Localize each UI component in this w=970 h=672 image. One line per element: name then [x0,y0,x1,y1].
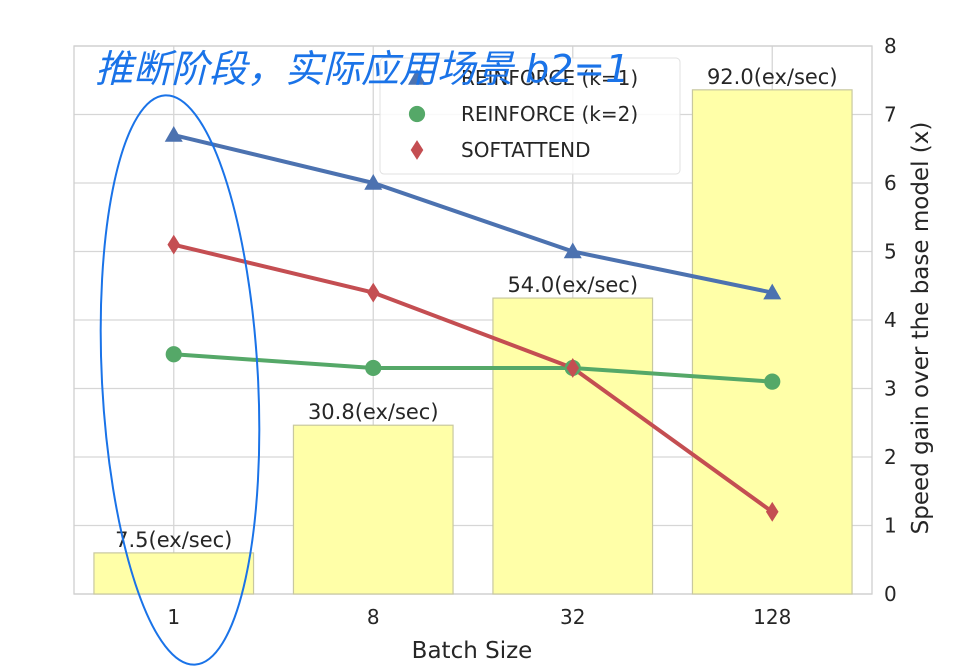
marker-diamond [366,282,380,303]
legend-box [379,57,681,175]
y-tick-label: 1 [884,514,897,538]
y-tick-label: 0 [884,582,897,606]
legend-entry-label: REINFORCE (k=1) [461,66,638,90]
bar [292,424,454,595]
y-tick-label: 7 [884,103,897,127]
legend-entry-label: REINFORCE (k=2) [461,102,638,126]
marker-triangle [364,174,383,190]
bar-value-label: 30.8(ex/sec) [308,400,439,424]
marker-triangle [408,69,426,85]
legend-entry-label: SOFTATTEND [461,138,590,162]
legend: REINFORCE (k=1) REINFORCE (k=2) SOFTATTEND [379,57,681,175]
series-line [173,242,774,514]
marker-circle [764,373,781,390]
x-tick-labels: 1 8 32 128 [167,605,791,629]
x-tick-label: 1 [167,605,180,629]
series-markers [164,126,782,522]
marker-triangle [164,126,183,142]
bar [93,552,255,595]
y-tick-label: 5 [884,240,897,264]
annotation-text: 推断阶段，实际应用场景 b2=1 [95,47,629,91]
bar [492,297,654,595]
y-tick-labels: 0 1 2 3 4 5 6 7 8 [884,34,897,606]
x-axis-label: Batch Size [412,638,533,664]
y-tick-label: 4 [884,308,897,332]
handwritten-annotation: 推断阶段，实际应用场景 b2=1 [95,47,629,666]
bar-value-label: 54.0(ex/sec) [507,273,638,297]
series-line [173,133,773,295]
x-tick-label: 32 [560,605,585,629]
bar-labels: 7.5(ex/sec) 30.8(ex/sec) 54.0(ex/sec) 92.0(… [115,65,837,552]
plot-frame [73,45,873,595]
marker-triangle [763,283,782,300]
marker-diamond [167,234,181,255]
bar-value-label: 7.5(ex/sec) [115,528,232,552]
y-tick-label: 6 [884,171,897,195]
bar-value-label: 92.0(ex/sec) [707,65,838,89]
x-tick-label: 8 [367,605,380,629]
marker-circle [408,105,426,123]
y-tick-label: 3 [884,377,897,401]
highlight-ellipse [99,94,261,666]
series-line [173,352,773,384]
marker-diamond [410,140,424,160]
x-tick-label: 128 [753,605,791,629]
marker-diamond [566,358,580,378]
marker-diamond [765,501,779,522]
y-tick-label: 2 [884,445,897,469]
marker-triangle [563,242,582,259]
series-lines [173,133,774,514]
y-axis-label-right: Speed gain over the base model (x) [908,122,934,535]
marker-circle [165,346,182,363]
y-tick-label: 8 [884,34,897,58]
marker-circle [365,359,382,377]
